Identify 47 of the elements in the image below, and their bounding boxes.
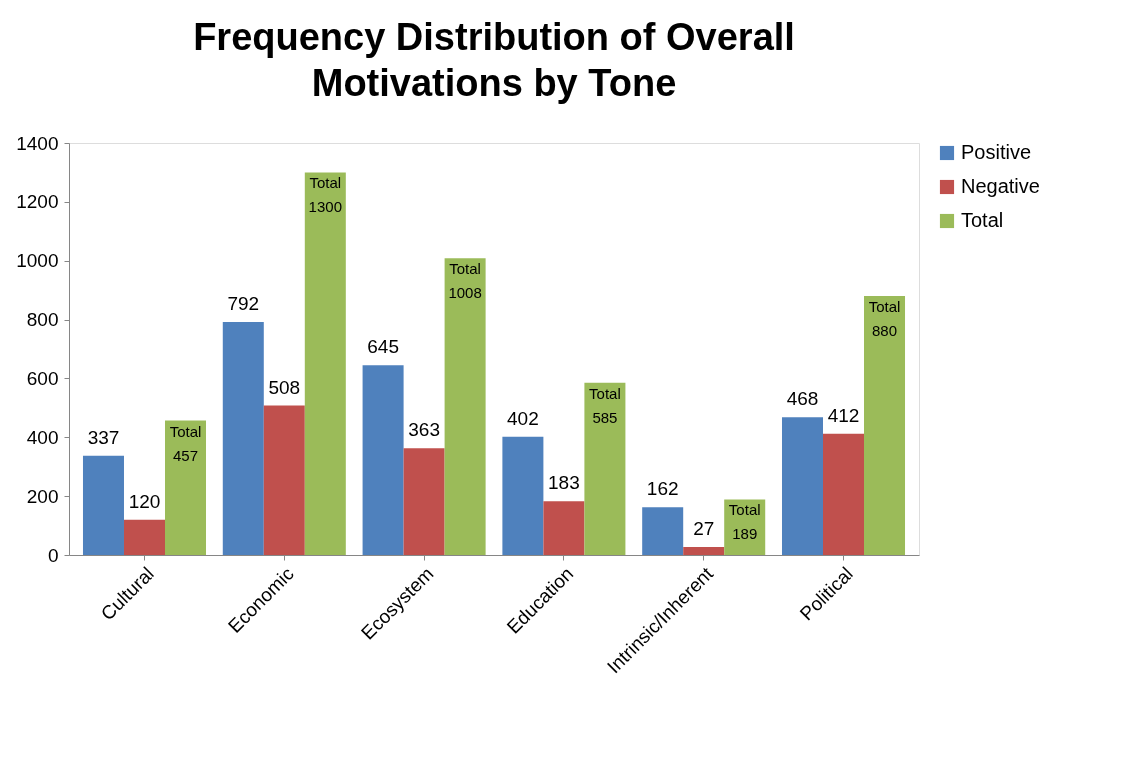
y-tick-label: 1000	[16, 250, 59, 272]
data-label: 645	[367, 336, 399, 358]
data-label: Total 1300	[308, 174, 342, 216]
bar	[82, 455, 124, 555]
data-label: 402	[507, 407, 539, 429]
y-tick-label: 600	[26, 367, 59, 389]
data-label: 792	[227, 292, 260, 314]
bar	[502, 436, 544, 555]
y-tick-label: 1200	[16, 191, 59, 213]
bar	[781, 417, 823, 555]
y-tick-label: 1400	[16, 132, 59, 154]
bar	[543, 501, 585, 555]
bar	[683, 547, 725, 555]
data-label: 162	[646, 478, 679, 500]
data-label: 508	[268, 376, 301, 398]
data-label: 183	[548, 472, 580, 494]
bar	[165, 420, 207, 555]
data-label: 120	[128, 490, 161, 512]
y-tick-label: 0	[47, 544, 59, 566]
bar	[823, 433, 865, 555]
y-tick-label: 200	[26, 485, 59, 507]
bar	[263, 405, 305, 555]
bar	[403, 448, 445, 555]
data-label: Total 880	[868, 298, 901, 340]
data-label: 337	[87, 426, 120, 448]
bar	[444, 258, 486, 555]
data-label: Total 1008	[448, 260, 482, 302]
bar	[864, 296, 906, 555]
data-label: Total 189	[728, 501, 761, 543]
bar	[584, 382, 626, 555]
data-label: 468	[786, 388, 819, 410]
bar	[222, 321, 264, 555]
legend-label: Total	[961, 209, 1004, 231]
data-label: 412	[827, 404, 860, 426]
data-label: 27	[693, 518, 715, 540]
data-label: Total 585	[589, 384, 621, 426]
data-label: 363	[408, 419, 440, 441]
legend-label: Negative	[961, 175, 1040, 197]
y-tick-label: 400	[26, 426, 59, 448]
bar	[362, 365, 404, 555]
bar	[123, 519, 165, 555]
chart-title: Frequency Distribution of Overall Motivations by Tone	[193, 16, 795, 104]
data-label: Total 457	[169, 422, 202, 464]
legend-label: Positive	[961, 141, 1032, 163]
bar	[304, 172, 346, 555]
y-tick-label: 800	[26, 309, 59, 331]
bar	[642, 507, 684, 555]
